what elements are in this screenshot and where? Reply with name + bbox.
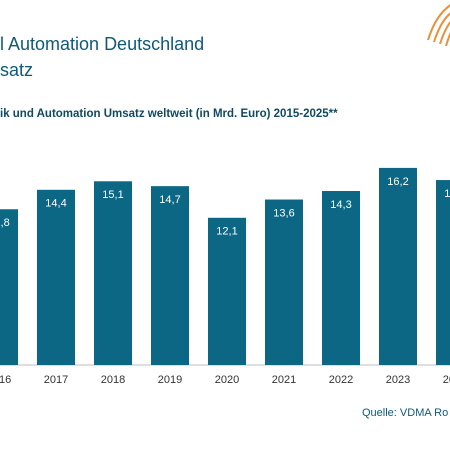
bar: [94, 181, 132, 365]
data-label: 14,3: [330, 199, 351, 211]
x-tick-label: 2024: [443, 374, 450, 386]
data-label: 12,8: [0, 217, 10, 229]
data-label: 12,1: [216, 226, 237, 238]
data-label: 13,6: [273, 207, 294, 219]
chart-title: l Automation Deutschland: [0, 34, 204, 54]
x-tick-label: 2019: [158, 374, 182, 386]
chart-title-line2: satz: [0, 60, 33, 80]
bar: [37, 189, 75, 365]
x-tick-label: 2021: [272, 374, 296, 386]
bar: [322, 191, 360, 365]
bar: [151, 186, 189, 365]
data-label: 14,4: [45, 198, 66, 210]
bar: [436, 180, 450, 365]
bar: [265, 199, 303, 365]
x-tick-label: 2020: [215, 374, 239, 386]
bar: [208, 217, 246, 365]
x-tick-label: 2018: [101, 374, 125, 386]
x-tick-label: 2017: [44, 374, 68, 386]
logo-arc: [445, 31, 450, 47]
x-tick-label: 2022: [329, 374, 353, 386]
x-tick-label: 2016: [0, 374, 11, 386]
data-label: 14,7: [159, 194, 180, 206]
source: Quelle: VDMA Ro: [362, 407, 448, 419]
bar: [379, 167, 417, 365]
logo-arc: [433, 12, 450, 43]
data-label: 15,1: [102, 189, 123, 201]
bar: [0, 209, 18, 365]
data-label: 15,2: [444, 188, 450, 200]
logo-arc: [427, 4, 450, 41]
logo: [427, 4, 450, 47]
logo-arc: [439, 20, 450, 45]
data-label: 16,2: [387, 176, 408, 188]
x-tick-label: 2023: [386, 374, 410, 386]
chart-subtitle: ik und Automation Umsatz weltweit (in Mr…: [0, 108, 338, 120]
